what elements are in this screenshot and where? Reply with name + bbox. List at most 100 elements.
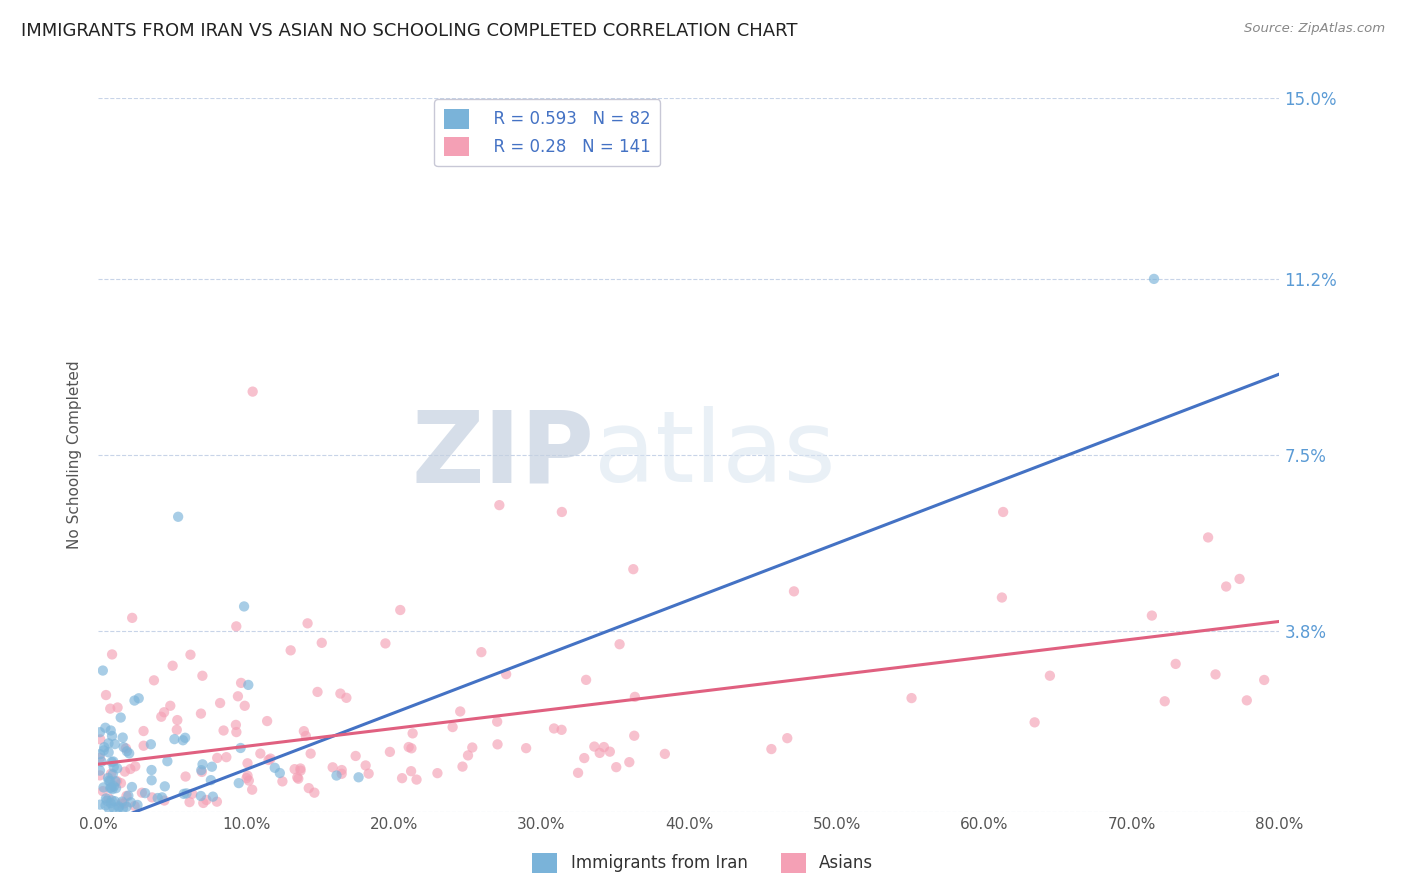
Point [120,762,142,776]
Point [97,773,120,788]
Point [285,770,308,784]
Point [583,739,606,754]
Point [225,619,247,633]
Point [441,720,464,734]
Point [295,729,318,743]
Point [228,776,250,790]
Point [105,781,128,796]
Point [449,705,471,719]
Point [298,781,321,796]
Point [344,748,367,763]
Point [292,724,315,739]
Point [89,764,111,778]
Point [299,747,322,761]
Point [543,722,565,736]
Point [105,774,128,789]
Point [624,690,647,704]
Point [330,763,353,777]
Point [205,795,228,809]
Point [174,770,197,784]
Point [193,796,215,810]
Point [354,758,377,772]
Point [141,763,163,777]
Point [190,789,212,803]
Point [399,764,422,779]
Point [304,786,326,800]
Point [111,795,134,809]
Point [103,755,125,769]
Point [242,384,264,399]
Point [238,678,260,692]
Point [599,745,621,759]
Point [1039,669,1062,683]
Point [589,746,612,760]
Point [1143,272,1166,286]
Point [322,760,344,774]
Point [110,776,132,790]
Point [461,740,484,755]
Point [163,732,186,747]
Point [103,760,125,774]
Point [153,705,176,719]
Point [761,742,783,756]
Point [329,687,352,701]
Point [89,725,111,739]
Point [128,691,150,706]
Point [233,599,256,614]
Point [284,762,307,776]
Point [567,765,589,780]
Point [97,791,120,805]
Point [257,753,280,767]
Text: IMMIGRANTS FROM IRAN VS ASIAN NO SCHOOLING COMPLETED CORRELATION CHART: IMMIGRANTS FROM IRAN VS ASIAN NO SCHOOLI… [21,22,797,40]
Point [97,745,120,759]
Point [121,780,143,794]
Point [229,741,252,756]
Point [263,761,285,775]
Point [97,771,120,785]
Point [124,759,146,773]
Point [94,721,117,735]
Point [551,505,574,519]
Point [100,766,122,780]
Point [229,676,252,690]
Point [470,645,492,659]
Point [550,723,572,737]
Point [115,741,138,756]
Point [391,771,413,785]
Point [173,787,195,801]
Point [1205,667,1227,681]
Point [398,739,420,754]
Point [94,798,117,813]
Point [347,770,370,784]
Point [290,762,312,776]
Point [335,690,357,705]
Point [191,764,214,779]
Point [98,701,121,715]
Point [101,782,124,797]
Point [190,706,212,721]
Point [141,773,163,788]
Point [205,751,228,765]
Point [240,782,263,797]
Point [287,772,309,786]
Point [233,698,256,713]
Point [574,751,596,765]
Point [269,766,291,780]
Point [191,669,214,683]
Point [325,768,347,782]
Point [89,747,111,762]
Point [605,760,627,774]
Point [174,731,197,745]
Point [98,802,121,816]
Point [991,591,1014,605]
Point [280,643,302,657]
Point [98,780,121,795]
Point [290,764,312,778]
Point [1024,715,1046,730]
Point [783,584,806,599]
Point [593,740,616,755]
Point [226,690,249,704]
Point [96,794,118,808]
Point [93,740,115,755]
Point [89,751,111,765]
